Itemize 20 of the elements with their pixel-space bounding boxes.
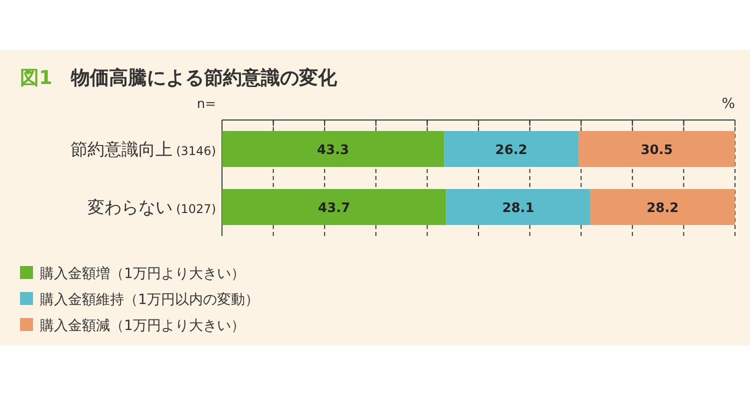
bar (222, 189, 446, 225)
legend-label: 購入金額増（1万円より大きい） (40, 265, 245, 282)
bar (444, 131, 579, 167)
bar (222, 131, 444, 167)
y-tick-label: 節約意識向上 (3146) (70, 140, 216, 160)
chart-title: 図1 物価高騰による節約意識の変化 (20, 67, 338, 89)
text: % (722, 96, 735, 112)
y-tick-label: 変わらない (1027) (87, 198, 216, 218)
data-label: 43.3 (317, 143, 350, 158)
legend-label: 購入金額減（1万円より大きい） (40, 318, 245, 334)
data-label: 43.7 (318, 201, 350, 216)
data-label: 28.1 (502, 201, 534, 216)
data-label: 26.2 (495, 143, 528, 158)
data-label: 28.2 (646, 201, 679, 216)
data-label: 30.5 (640, 143, 673, 158)
legend-label: 購入金額維持（1万円以内の変動） (40, 292, 259, 308)
text: n= (196, 97, 216, 112)
bar (446, 189, 590, 225)
bar (578, 131, 735, 167)
bar (590, 189, 735, 225)
